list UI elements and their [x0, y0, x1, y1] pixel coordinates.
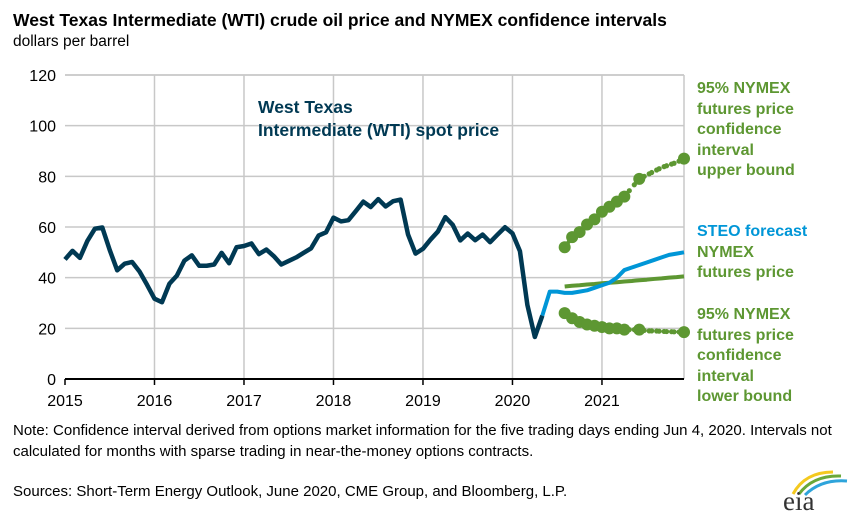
lower-label-line: confidence	[697, 347, 782, 364]
y-tick-label: 120	[29, 68, 56, 85]
y-tick-label: 60	[38, 220, 56, 237]
upper-label-line: upper bound	[697, 162, 795, 179]
upper-label-line: confidence	[697, 121, 782, 138]
nymex-futures-line	[564, 274, 685, 289]
steo-forecast-line	[540, 250, 685, 317]
upper-bound-connector-dot	[671, 160, 677, 166]
upper-bound-connector-dot	[649, 169, 655, 176]
y-tick-label: 80	[38, 169, 56, 186]
upper-label-line: 95% NYMEX	[697, 80, 791, 97]
wti-label-line: West Texas	[258, 97, 353, 117]
upper-bound-label: 95% NYMEX futures price confidence inter…	[697, 79, 795, 182]
lower-label-line: lower bound	[697, 388, 793, 405]
lower-label-line: interval	[697, 367, 754, 385]
nymex-label-line: futures price	[697, 264, 794, 281]
upper-bound-point	[573, 226, 586, 239]
lower-bound-point	[618, 323, 631, 336]
lower-label-line: futures price	[697, 326, 794, 344]
upper-bound-connector-dot	[656, 166, 662, 172]
lower-bound-point	[633, 323, 646, 336]
chart-sources: Sources: Short-Term Energy Outlook, June…	[13, 483, 568, 500]
x-tick-label: 2016	[137, 393, 173, 410]
upper-bound-point	[678, 152, 690, 165]
wti-label-line: Intermediate (WTI) spot price	[258, 120, 500, 140]
svg-text:eia: eia	[783, 486, 814, 514]
upper-bound-point	[618, 190, 631, 203]
upper-label-line: futures price	[697, 100, 794, 118]
wti-spot-price-line	[63, 196, 545, 340]
lower-bound-connector-dot	[671, 329, 677, 335]
y-tick-label: 40	[38, 271, 56, 288]
eia-logo: eia	[783, 470, 848, 514]
x-tick-label: 2017	[226, 393, 262, 410]
upper-bound-point	[588, 213, 601, 226]
units-label: dollars per barrel	[13, 33, 130, 50]
steo-label: STEO forecast	[697, 223, 808, 240]
plot-area: 0 20 40 60 80 100 120 2015 2016 2017 2018 2019 2020 2…	[29, 68, 690, 410]
chart-note: Note: Confidence interval derived from o…	[13, 422, 832, 460]
x-tick-label: 2018	[316, 393, 352, 410]
forecast-labels: STEO forecast NYMEX futures price	[697, 222, 807, 284]
y-tick-label: 100	[29, 119, 56, 136]
lower-bound-label: 95% NYMEX futures price confidence inter…	[697, 305, 794, 408]
lower-bound-connector-dot	[649, 328, 655, 334]
y-tick-label: 20	[38, 321, 56, 338]
y-tick-label: 0	[47, 372, 56, 389]
lower-label-line: 95% NYMEX	[697, 306, 791, 323]
wti-series-label: West Texas Intermediate (WTI) spot price	[258, 96, 499, 142]
chart-title: West Texas Intermediate (WTI) crude oil …	[13, 10, 667, 30]
upper-bound-point	[633, 172, 646, 185]
upper-bound-point	[558, 241, 571, 254]
x-tick-label: 2019	[405, 393, 441, 410]
nymex-label-line: NYMEX	[697, 243, 754, 261]
upper-label-line: interval	[697, 141, 754, 159]
upper-bound-connector-dot	[663, 163, 670, 169]
x-tick-label: 2015	[47, 393, 83, 410]
x-tick-label: 2021	[584, 393, 620, 410]
lower-bound-point	[678, 326, 690, 339]
lower-bound-connector-dot	[656, 328, 662, 334]
lower-bound-connector-dot	[663, 328, 670, 335]
x-tick-label: 2020	[495, 393, 531, 410]
